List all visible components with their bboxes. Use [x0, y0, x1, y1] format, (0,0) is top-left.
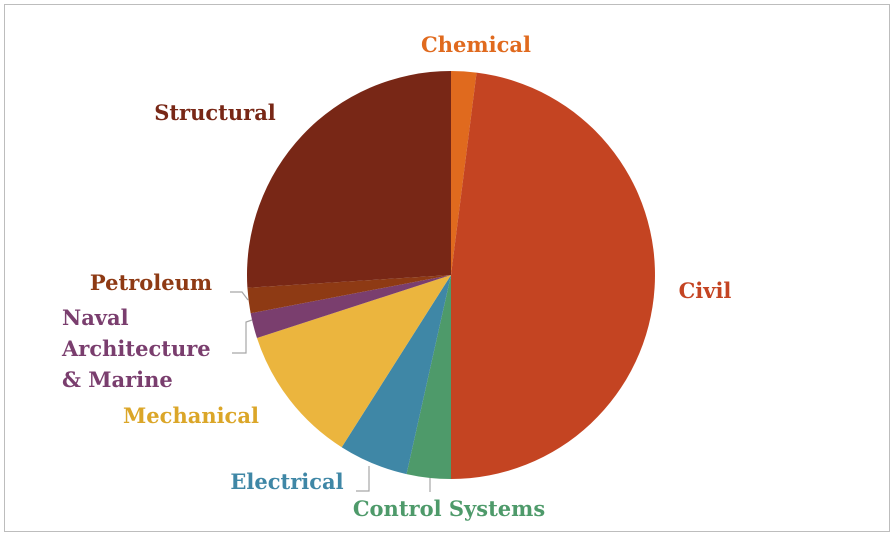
- pie-slice-petroleum: [247, 275, 451, 314]
- pie-slices: [246, 71, 655, 480]
- leader-line-petroleum: [230, 291, 249, 301]
- pie-slice-civil: [451, 72, 655, 480]
- data-labels: Chemical Civil Control Systems Electrical Me…: [61, 32, 731, 521]
- data-label-structural: Structural: [154, 100, 276, 125]
- data-label-chemical: Chemical: [421, 32, 531, 57]
- data-label-electrical: Electrical: [230, 469, 343, 494]
- pie-slice-naval-architecture-and-marine: [250, 275, 451, 339]
- leader-line-naval-architecture-and-marine: [232, 319, 253, 354]
- pie-slice-electrical: [341, 275, 451, 475]
- leader-lines: [230, 291, 431, 492]
- data-label-naval-architecture-and-marine: Naval Architecture & Marine: [61, 305, 211, 392]
- data-label-civil: Civil: [679, 278, 732, 303]
- data-label-petroleum: Petroleum: [90, 270, 212, 295]
- pie-slice-chemical: [451, 71, 477, 275]
- pie-slice-structural: [246, 71, 451, 288]
- data-label-control-systems: Control Systems: [353, 496, 545, 521]
- pie-slice-control-systems: [406, 275, 451, 479]
- pie-slice-mechanical: [256, 275, 451, 448]
- data-label-mechanical: Mechanical: [123, 403, 259, 428]
- leader-line-electrical: [356, 466, 370, 492]
